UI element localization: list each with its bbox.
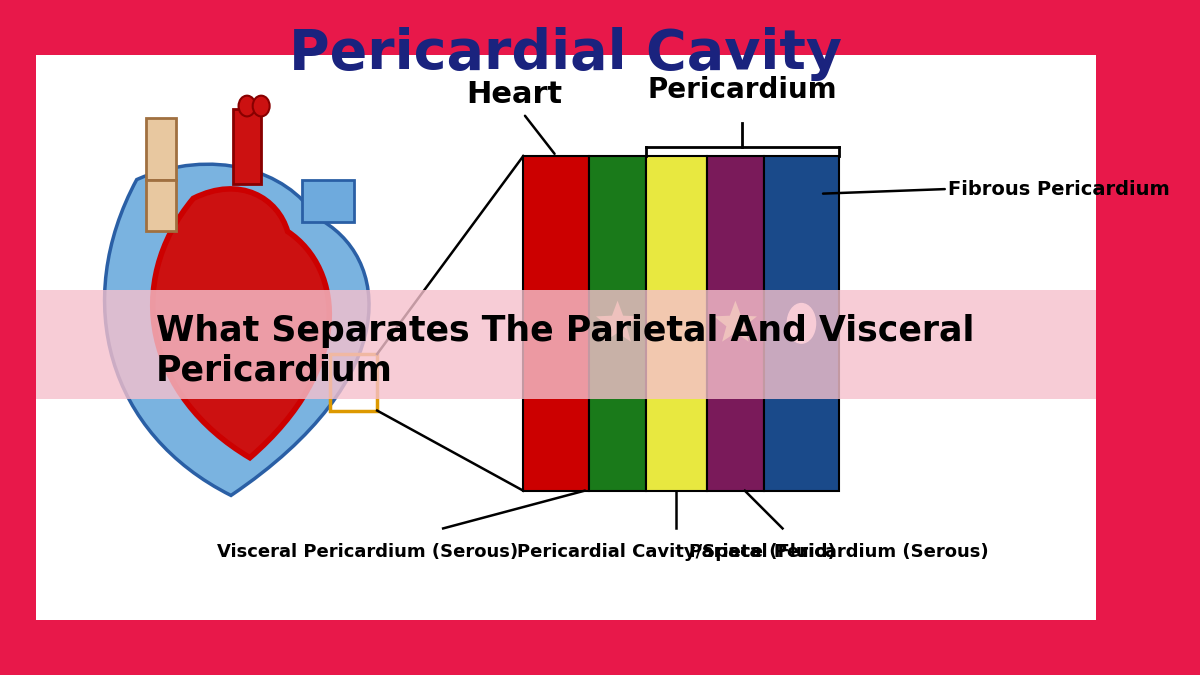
Bar [36, 290, 1096, 399]
Bar [233, 109, 262, 184]
Text: Fibrous Pericardium: Fibrous Pericardium [948, 180, 1169, 198]
Bar [523, 156, 589, 491]
Ellipse shape [787, 304, 816, 343]
Text: What Separates The Parietal And Visceral: What Separates The Parietal And Visceral [156, 315, 974, 348]
Bar [330, 354, 377, 410]
Text: Pericardium: Pericardium [648, 76, 838, 104]
Text: Pericardium: Pericardium [156, 354, 392, 388]
Polygon shape [714, 301, 757, 342]
Polygon shape [596, 301, 640, 342]
Bar [301, 180, 354, 222]
Ellipse shape [239, 96, 256, 116]
Bar [707, 156, 763, 491]
Bar [763, 156, 839, 491]
Bar [589, 156, 646, 491]
Text: Parietal Pericardium (Serous): Parietal Pericardium (Serous) [689, 543, 989, 560]
Text: Pericardial Cavity/Space (Fluid): Pericardial Cavity/Space (Fluid) [517, 543, 836, 560]
Text: Heart: Heart [466, 80, 562, 109]
PathPatch shape [104, 164, 370, 495]
Text: Visceral Pericardium (Serous): Visceral Pericardium (Serous) [217, 543, 518, 560]
PathPatch shape [152, 189, 329, 458]
Bar [146, 118, 176, 180]
Text: Pericardial Cavity: Pericardial Cavity [289, 27, 842, 81]
Bar [146, 180, 176, 232]
Ellipse shape [253, 96, 270, 116]
Bar [36, 55, 1096, 620]
Bar [646, 156, 707, 491]
